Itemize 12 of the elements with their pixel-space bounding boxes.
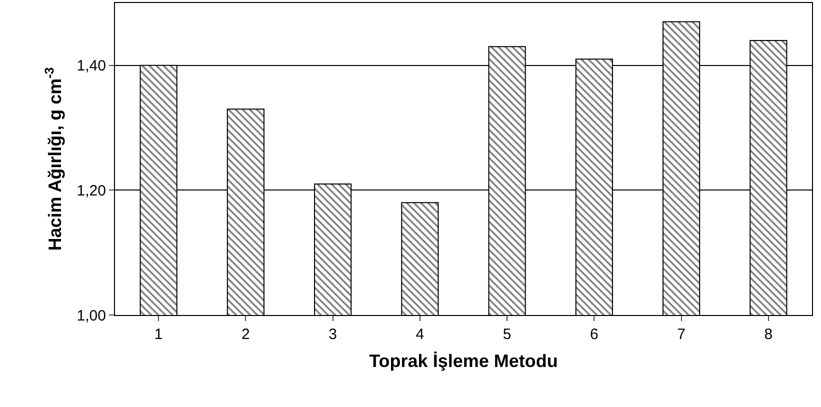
x-tick-label: 5 [502, 326, 512, 343]
x-tick-label: 8 [764, 326, 773, 343]
x-axis-title: Toprak İşleme Metodu [369, 351, 558, 372]
y-tick-label: 1,00 [76, 307, 106, 324]
x-tick-label: 7 [677, 326, 686, 343]
x-tick-label: 3 [328, 326, 337, 343]
y-tick-label: 1,20 [76, 182, 106, 200]
x-tick-label: 1 [154, 326, 163, 343]
x-tick-label: 4 [416, 326, 424, 343]
y-tick-label: 1,40 [76, 58, 106, 75]
x-tick-label: 2 [242, 326, 250, 343]
x-tick-label: 6 [590, 326, 598, 343]
